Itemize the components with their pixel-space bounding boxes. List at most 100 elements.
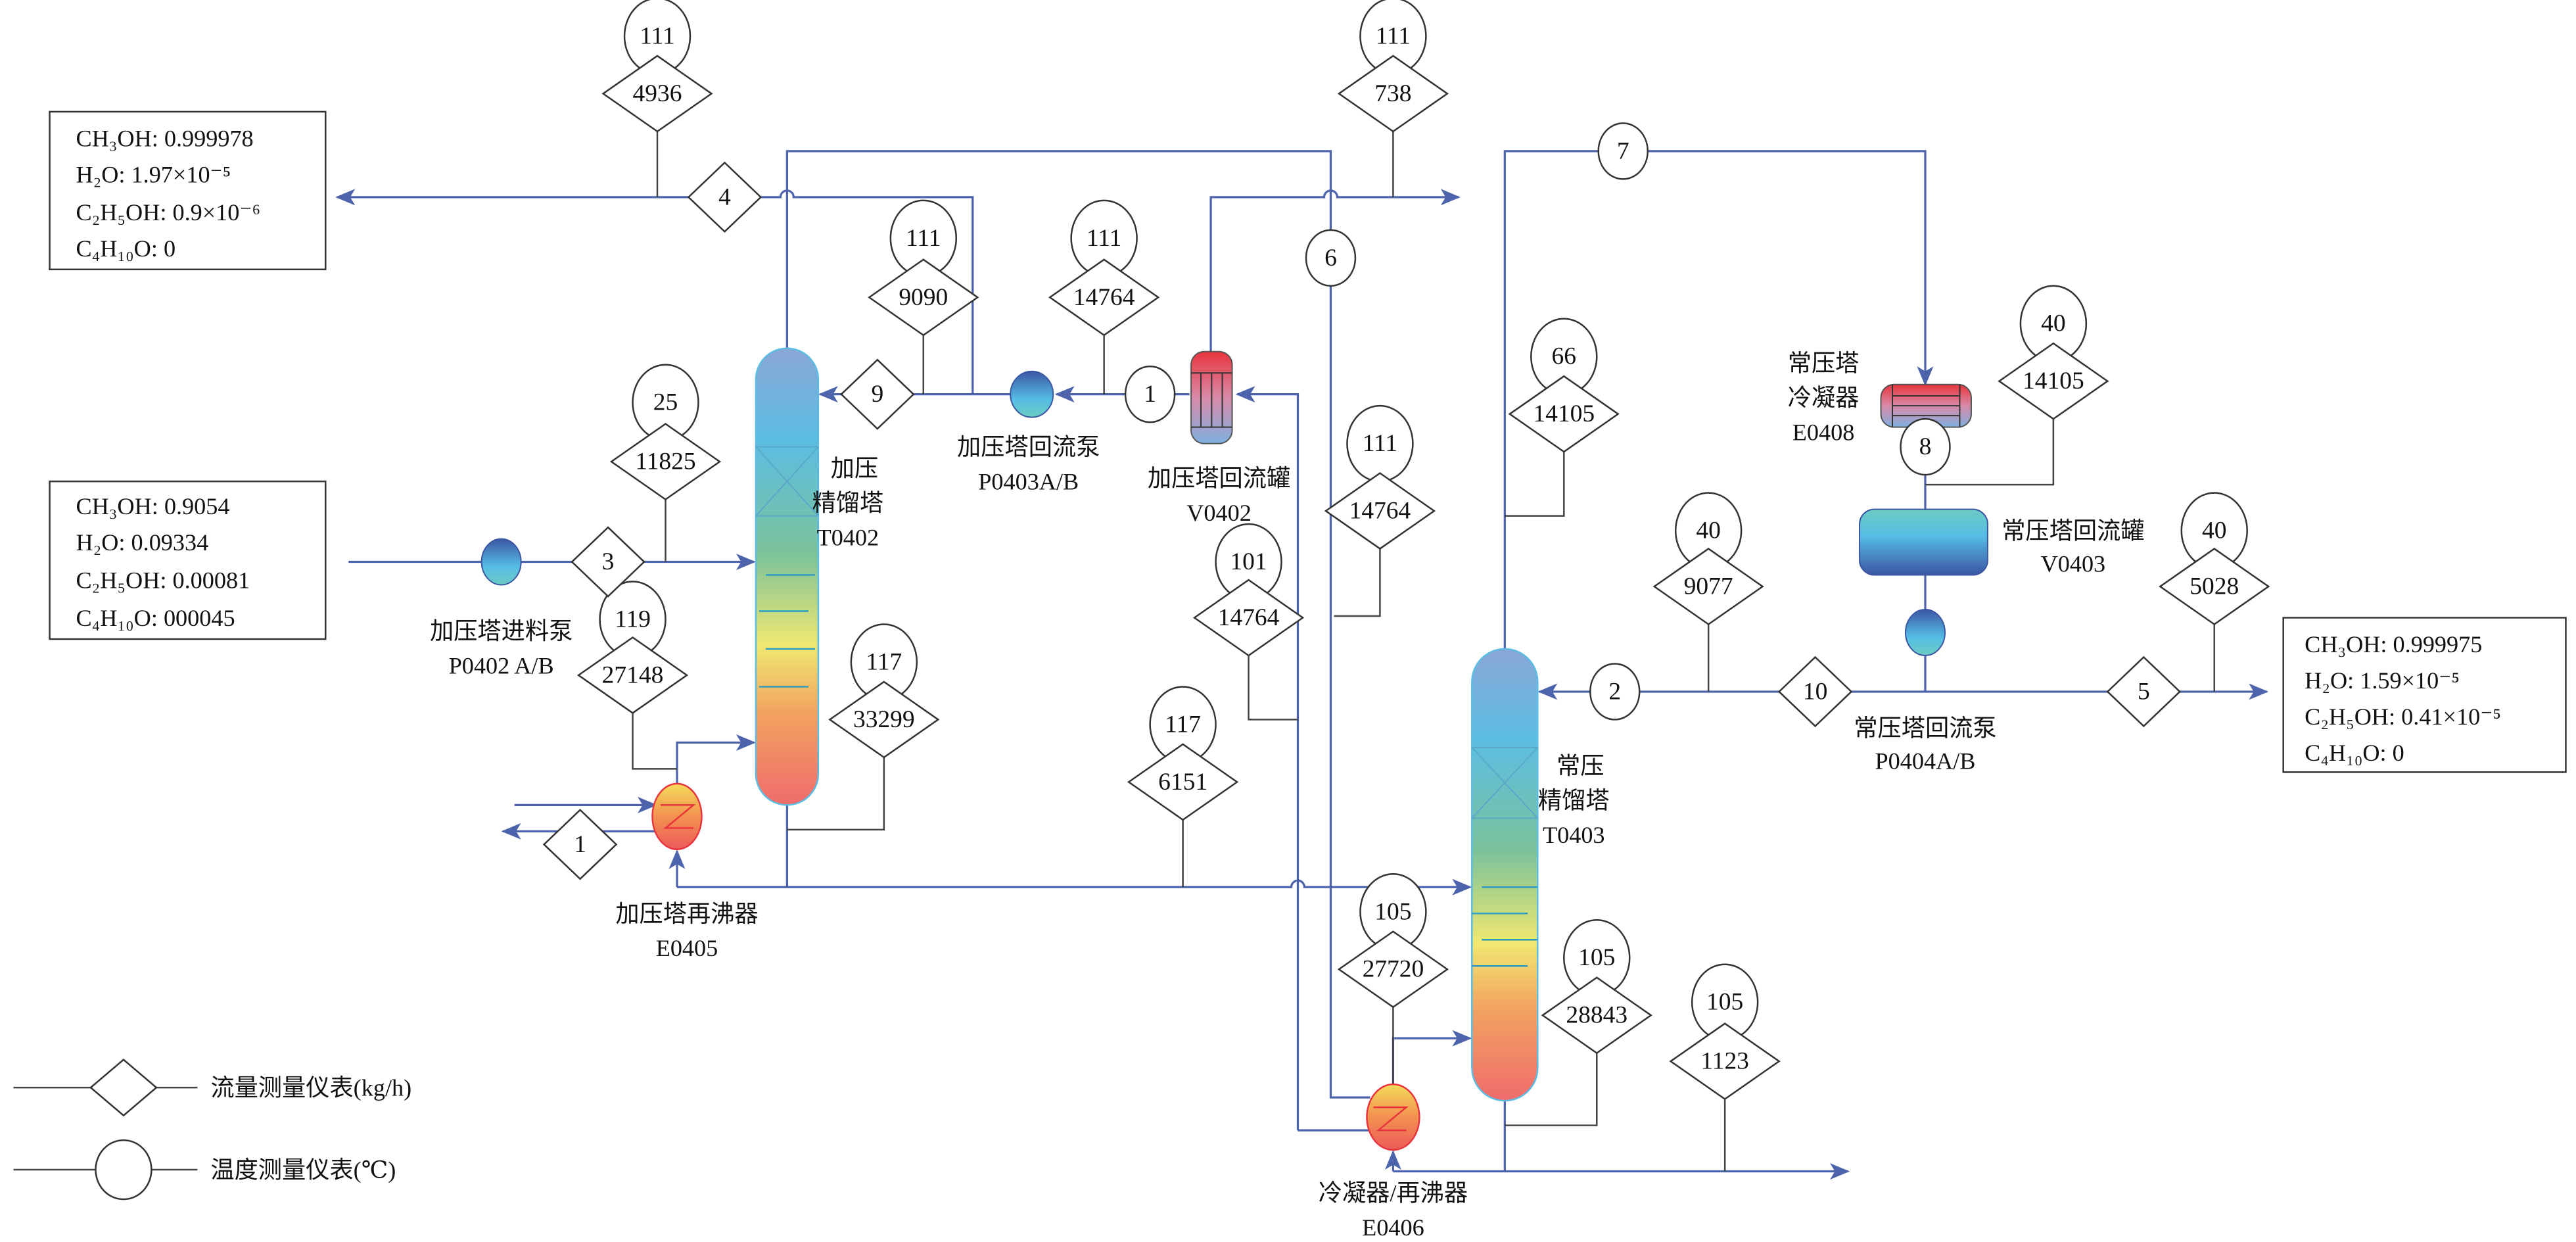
label-v0402-tag: V0402 <box>1186 500 1252 526</box>
composition-box-top-product: CH₃OH: 0.999978 H₂O: 1.97×10⁻⁵ C₂H₅OH: 0… <box>49 110 327 271</box>
label-t0402-line1: 加压 <box>831 456 878 482</box>
pipe-e0406-vapor <box>1392 1030 1472 1085</box>
flow-value: 738 <box>1374 80 1411 107</box>
instrument: 105 27720 <box>1337 873 1449 1009</box>
composition-line: H₂O: 1.97×10⁻⁵ <box>76 161 231 187</box>
signal-lines <box>632 130 2216 1172</box>
temperature-value: 111 <box>1087 225 1121 252</box>
temperature-value: 66 <box>1552 343 1576 370</box>
pump-p0402 <box>480 538 522 586</box>
instrument: 111 14764 <box>1324 404 1436 550</box>
flow-value: 14764 <box>1218 604 1280 631</box>
stream-temp-tag-label: 7 <box>1617 137 1629 164</box>
instrument: 117 33299 <box>828 623 940 759</box>
stream-temp-tag-label: 1 <box>1144 381 1156 408</box>
stream-temp-tag-label: 6 <box>1324 245 1337 272</box>
label-e0405-tag: E0405 <box>656 935 718 961</box>
label-t0403-line2: 精馏塔 <box>1538 787 1610 813</box>
temperature-value: 40 <box>2202 517 2226 544</box>
label-t0402-line2: 精馏塔 <box>812 490 884 516</box>
flow-value: 4936 <box>633 80 682 107</box>
instrument: 111 14764 <box>1048 199 1160 337</box>
flow-indicator <box>1508 375 1620 453</box>
flow-value: 33299 <box>853 706 915 733</box>
drum-v0403 <box>1859 508 1988 576</box>
stream-flow-tag <box>687 161 762 233</box>
stream-flow-tag-label: 1 <box>574 831 586 858</box>
stream-flow-tag-label: 10 <box>1803 678 1827 705</box>
stream-temp-tag <box>1124 365 1176 423</box>
legend: 流量测量仪表(kg/h) 温度测量仪表(℃) <box>13 1059 411 1201</box>
stream-flow-tag <box>571 526 645 598</box>
label-t0402-tag: T0402 <box>817 525 879 551</box>
stream-temp-tag <box>1589 663 1641 721</box>
flow-value: 14105 <box>2023 368 2084 394</box>
instrument: 25 11825 <box>609 364 722 501</box>
stream-temp-tag <box>1597 122 1649 180</box>
column-t0402 <box>755 347 820 806</box>
label-p0402-name: 加压塔进料泵 <box>430 618 573 644</box>
legend-temp-label: 温度测量仪表(℃) <box>210 1157 396 1183</box>
stream-flow-tag-label: 9 <box>871 381 883 408</box>
stream-flow-tag <box>542 809 618 880</box>
temperature-value: 105 <box>1706 989 1743 1016</box>
flow-value: 5028 <box>2190 573 2239 600</box>
composition-box-feed: CH₃OH: 0.9054 H₂O: 0.09334 C₂H₅OH: 0.000… <box>49 480 327 640</box>
instrument: 66 14105 <box>1508 318 1620 453</box>
temperature-value: 117 <box>866 648 902 675</box>
flow-meter-symbol-icon <box>89 1059 158 1117</box>
flow-value: 6151 <box>1158 769 1207 796</box>
legend-flow-meter: 流量测量仪表(kg/h) <box>13 1059 411 1117</box>
label-p0404-tag: P0404A/B <box>1875 748 1976 774</box>
flow-value: 27720 <box>1363 956 1424 983</box>
temperature-value: 119 <box>615 606 651 633</box>
composition-line: C₂H₅OH: 0.41×10⁻⁵ <box>2305 704 2501 730</box>
process-pipes <box>335 150 2269 1172</box>
instrument: 40 5028 <box>2159 492 2270 626</box>
flow-indicator <box>2159 548 2270 626</box>
flow-indicator <box>601 55 713 133</box>
label-e0408-tag: E0408 <box>1792 419 1855 446</box>
flow-indicator <box>1324 472 1436 550</box>
label-v0402-name: 加压塔回流罐 <box>1148 466 1290 492</box>
stream-flow-tag <box>2106 656 2182 728</box>
temperature-value: 111 <box>906 225 941 252</box>
flow-indicator <box>1048 258 1160 337</box>
composition-line: CH₃OH: 0.9054 <box>76 493 229 519</box>
reboiler-e0405 <box>651 782 703 851</box>
flow-indicator <box>1337 55 1449 133</box>
temperature-value: 105 <box>1578 944 1615 971</box>
temp-meter-symbol-icon <box>95 1139 152 1201</box>
flow-value: 28843 <box>1566 1002 1628 1029</box>
instrument: 111 738 <box>1337 0 1449 133</box>
label-p0404-name: 常压塔回流泵 <box>1854 715 1996 741</box>
legend-flow-label: 流量测量仪表(kg/h) <box>210 1075 411 1101</box>
flow-value: 9090 <box>899 284 948 311</box>
stream-temp-tag <box>1900 418 1951 476</box>
stream-tag-group: 4 9 3 1 10 5 6 7 1 2 8 <box>542 122 2182 880</box>
label-e0408-line1: 常压塔 <box>1788 350 1860 377</box>
label-e0406-tag: E0406 <box>1362 1214 1424 1241</box>
label-e0405-name: 加压塔再沸器 <box>615 901 758 927</box>
pipe-v0402-vent <box>1209 189 1461 354</box>
flow-value: 11825 <box>635 448 695 475</box>
label-t0403-line1: 常压 <box>1557 753 1604 779</box>
flow-indicator <box>609 423 722 501</box>
label-t0403-tag: T0403 <box>1543 822 1605 848</box>
label-v0403-tag: V0403 <box>2041 551 2106 577</box>
flow-value: 14764 <box>1349 498 1411 525</box>
instrument: 40 14105 <box>1998 285 2109 420</box>
label-p0403-name: 加压塔回流泵 <box>957 434 1100 460</box>
stream-flow-tag-label: 5 <box>2138 678 2150 705</box>
composition-line: C₂H₅OH: 0.00081 <box>76 567 250 594</box>
pipe-t0402-bottoms <box>676 805 1470 887</box>
composition-line: C₄H₁₀O: 0 <box>76 235 176 262</box>
legend-temp-meter: 温度测量仪表(℃) <box>13 1139 396 1201</box>
pump-p0403 <box>1010 370 1054 418</box>
temperature-value: 25 <box>653 389 678 416</box>
condenser-e0408 <box>1880 383 1972 428</box>
flow-indicator <box>1541 976 1652 1055</box>
column-t0403 <box>1471 648 1539 1102</box>
stream-temp-tag-label: 2 <box>1608 678 1621 705</box>
